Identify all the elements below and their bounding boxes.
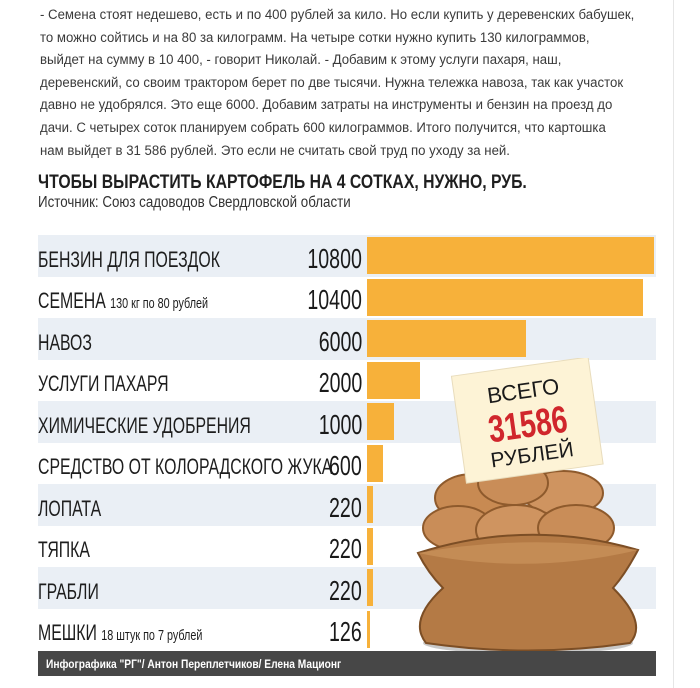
category-name: ХИМИЧЕСКИЕ УДОБРЕНИЯ: [38, 412, 251, 438]
value-label: 10400: [307, 284, 362, 315]
category-name: МЕШКИ: [38, 620, 97, 645]
category-name: СЕМЕНА: [38, 288, 106, 313]
category-label: ЛОПАТА: [38, 496, 101, 522]
value-label: 1000: [318, 408, 362, 440]
category-label: БЕНЗИН ДЛЯ ПОЕЗДОК: [38, 247, 220, 273]
potato-sack-illustration: ВСЕГО 31586 РУБЛЕЙ: [416, 358, 640, 654]
article-line: выйдет на сумму в 10 400, - говорит Нико…: [40, 52, 562, 69]
value-label: 10800: [307, 242, 362, 274]
category-name: СРЕДСТВО ОТ КОЛОРАДСКОГО ЖУКА: [38, 454, 333, 479]
category-name: НАВОЗ: [38, 329, 92, 355]
category-label: УСЛУГИ ПАХАРЯ: [38, 371, 169, 397]
article-line: давно не удобрялся. Это еще 6000. Добави…: [40, 97, 613, 114]
chart-row: СРЕДСТВО ОТ КОЛОРАДСКОГО ЖУКА 600: [38, 443, 656, 485]
bar: [367, 361, 421, 399]
article-line: то можно сойтись и на 80 за килограмм. Н…: [40, 29, 590, 46]
bar: [367, 237, 654, 274]
bar: [367, 320, 527, 357]
chart-row: НАВОЗ 6000: [38, 318, 656, 360]
chart-source: Источник: Союз садоводов Свердловской об…: [38, 194, 351, 211]
sack: [416, 533, 640, 652]
article-text: - Семена стоят недешево, есть и по 400 р…: [40, 4, 680, 162]
credit-bar: Инфографика "РГ"/ Антон Переплетчиков/ Е…: [38, 651, 656, 676]
value-label: 220: [329, 491, 362, 523]
sign-board: [450, 358, 604, 484]
article-line: деревенский, со своим трактором берет по…: [40, 74, 624, 91]
category-label: ХИМИЧЕСКИЕ УДОБРЕНИЯ: [38, 413, 251, 439]
chart-row: БЕНЗИН ДЛЯ ПОЕЗДОК 10800: [38, 235, 656, 277]
value-label: 6000: [318, 325, 362, 357]
bar: [367, 610, 371, 648]
article-line: нам выйдет в 31 586 рублей. Это если не …: [40, 142, 510, 159]
value-label: 220: [329, 574, 362, 606]
value-label: 600: [329, 450, 362, 481]
value-label: 2000: [318, 367, 362, 398]
category-name: БЕНЗИН ДЛЯ ПОЕЗДОК: [38, 246, 220, 272]
bar: [367, 527, 373, 565]
category-label: МЕШКИ 18 штук по 7 рублей: [38, 620, 202, 646]
category-name: ТЯПКА: [38, 537, 90, 562]
page-edge-divider: [673, 0, 674, 688]
category-label: СЕМЕНА 130 кг по 80 рублей: [38, 288, 208, 314]
category-name: ЛОПАТА: [38, 495, 102, 521]
bar: [367, 444, 383, 482]
chart-title: ЧТОБЫ ВЫРАСТИТЬ КАРТОФЕЛЬ НА 4 СОТКАХ, Н…: [38, 172, 527, 193]
category-note: 130 кг по 80 рублей: [110, 295, 209, 312]
chart-row: СЕМЕНА 130 кг по 80 рублей 10400: [38, 277, 656, 319]
bar: [367, 486, 373, 523]
infographic: ЧТОБЫ ВЫРАСТИТЬ КАРТОФЕЛЬ НА 4 СОТКАХ, Н…: [38, 168, 656, 676]
chart-row: ТЯПКА 220: [38, 526, 656, 568]
article-line: - Семена стоят недешево, есть и по 400 р…: [40, 7, 635, 23]
category-label: ТЯПКА: [38, 537, 90, 563]
category-note: 18 штук по 7 рублей: [101, 627, 203, 644]
chart-row: МЕШКИ 18 штук по 7 рублей 126: [38, 609, 656, 651]
chart-row: УСЛУГИ ПАХАРЯ 2000: [38, 360, 656, 402]
value-label: 126: [329, 616, 362, 647]
article-line: дачи. С четырех соток планируем собрать …: [40, 119, 606, 136]
bar: [367, 278, 644, 316]
sack-rim: [418, 542, 638, 564]
credit-text: Инфографика "РГ"/ Антон Переплетчиков/ Е…: [46, 657, 342, 671]
bar: [367, 569, 373, 606]
category-label: ГРАБЛИ: [38, 579, 99, 605]
category-label: НАВОЗ: [38, 330, 92, 356]
value-label: 220: [329, 533, 362, 564]
total-sign: ВСЕГО 31586 РУБЛЕЙ: [450, 358, 604, 484]
category-name: УСЛУГИ ПАХАРЯ: [38, 371, 169, 396]
category-name: ГРАБЛИ: [38, 578, 99, 604]
bar: [367, 403, 394, 440]
category-label: СРЕДСТВО ОТ КОЛОРАДСКОГО ЖУКА: [38, 454, 332, 480]
